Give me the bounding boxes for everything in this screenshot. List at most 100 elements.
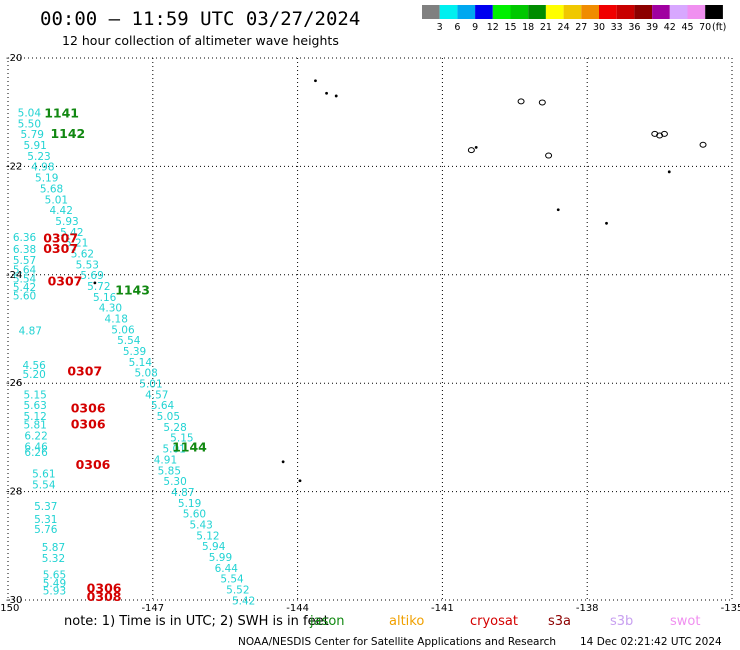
footer-agency: NOAA/NESDIS Center for Satellite Applica…: [238, 636, 556, 648]
swh-label: 5.06: [111, 324, 135, 336]
pass-label: 0306: [71, 417, 106, 432]
legend-label: 15: [504, 22, 516, 33]
pass-label: 1144: [172, 439, 207, 454]
swh-label: 4.87: [171, 487, 194, 499]
legend-label: 9: [472, 22, 478, 33]
lon-tick-label: -150: [0, 603, 19, 614]
satellite-jason: jason: [309, 614, 345, 629]
swh-label: 5.54: [220, 574, 244, 586]
swh-label: 5.20: [22, 369, 45, 381]
swh-label: 5.72: [87, 281, 110, 293]
pass-label: 0306: [87, 580, 122, 595]
swh-label: 5.37: [34, 501, 57, 513]
swh-label: 5.64: [13, 265, 37, 277]
pass-label: 0306: [76, 457, 111, 472]
island-outline: [545, 152, 553, 159]
island-dot: [556, 208, 560, 212]
lat-tick-label: -26: [6, 378, 22, 389]
swh-label: 5.65: [43, 569, 66, 581]
legend-label: 21: [540, 22, 552, 33]
island-dot: [314, 79, 317, 83]
satellite-s3a: s3a: [548, 614, 571, 629]
legend-swatch: [581, 5, 599, 19]
legend-label: 39: [646, 22, 658, 33]
swh-label: 6.44: [215, 563, 239, 575]
legend-label: 30: [593, 22, 605, 33]
legend-label: 70: [699, 22, 711, 33]
legend-label: 12: [487, 22, 499, 33]
lon-tick-label: -147: [141, 603, 164, 614]
legend-label: 27: [575, 22, 587, 33]
swh-label: 5.31: [34, 514, 57, 526]
pass-label: 0307: [43, 230, 78, 245]
legend-swatch: [439, 5, 458, 19]
swh-label: 4.42: [50, 205, 73, 217]
note-text: note: 1) Time is in UTC; 2) SWH is in fe…: [64, 614, 329, 629]
swh-label: 4.57: [145, 389, 168, 401]
swh-label: 4.30: [99, 303, 122, 315]
swh-label: 5.52: [226, 584, 249, 596]
island-dot: [325, 91, 328, 95]
swh-label: 5.19: [35, 173, 58, 185]
swh-label: 5.12: [196, 530, 219, 542]
lon-tick-label: -138: [576, 603, 599, 614]
page-subtitle: 12 hour collection of altimeter wave hei…: [62, 33, 339, 48]
swh-label: 5.93: [55, 216, 78, 228]
pass-label: 1142: [50, 126, 85, 141]
island-outline: [467, 147, 475, 154]
swh-label: 5.23: [27, 151, 50, 163]
legend-swatch: [492, 5, 511, 19]
island-outline: [538, 99, 546, 106]
island-outline: [699, 141, 707, 148]
satellite-s3b: s3b: [610, 614, 633, 629]
pass-label: 0308: [87, 589, 122, 604]
pass-label: 0307: [48, 274, 83, 289]
swh-label: 5.50: [18, 118, 41, 130]
swh-label: 6.46: [24, 441, 48, 453]
swh-label: 5.42: [13, 282, 36, 294]
island-dot: [474, 146, 478, 149]
lat-tick-label: -28: [6, 487, 22, 498]
swh-label: 5.62: [71, 248, 94, 260]
lon-tick-label: -135: [721, 603, 740, 614]
pass-label: 0306: [71, 400, 106, 415]
note-bar: note: 1) Time is in UTC; 2) SWH is in fe…: [64, 614, 700, 629]
swh-label: 5.64: [151, 400, 175, 412]
swh-label: 6.26: [24, 447, 48, 459]
swh-label: 4.98: [31, 162, 54, 174]
legend-swatch: [705, 5, 723, 19]
lat-tick-label: -20: [6, 53, 22, 64]
swh-label: 5.54: [13, 273, 37, 285]
legend-label: 24: [558, 22, 570, 33]
pass-label: 0307: [43, 241, 78, 256]
swh-label: 5.43: [189, 519, 212, 531]
footer-timestamp: 14 Dec 02:21:42 UTC 2024: [580, 636, 722, 648]
legend-swatch: [669, 5, 688, 19]
lon-tick-label: -141: [431, 603, 454, 614]
island-dot: [298, 479, 302, 483]
swh-label: 4.56: [22, 360, 46, 372]
swh-label: 5.53: [76, 259, 99, 271]
swh-label: 5.79: [21, 129, 44, 141]
legend-swatch: [687, 5, 706, 19]
swh-label: 5.04: [18, 108, 42, 120]
swh-label: 5.94: [202, 541, 226, 553]
legend-unit: (ft): [712, 22, 726, 33]
legend-swatch: [422, 5, 440, 19]
map-plot-area: 5.045.505.795.915.234.985.195.685.014.42…: [7, 57, 733, 607]
legend-swatch: [510, 5, 529, 19]
swh-label: 5.05: [157, 411, 180, 423]
swh-label: 5.14: [129, 357, 153, 369]
swh-label: 5.19: [178, 498, 201, 510]
legend-label: 18: [522, 22, 534, 33]
satellite-swot: swot: [670, 614, 700, 629]
swh-label: 5.08: [134, 368, 157, 380]
legend-swatch: [545, 5, 564, 19]
pass-label: 1143: [115, 282, 150, 297]
swh-label: 5.42: [232, 595, 255, 607]
swh-label: 5.01: [162, 444, 185, 456]
island-outline: [517, 98, 525, 105]
lon-tick-label: -144: [286, 603, 309, 614]
swh-label: 5.21: [65, 238, 88, 250]
